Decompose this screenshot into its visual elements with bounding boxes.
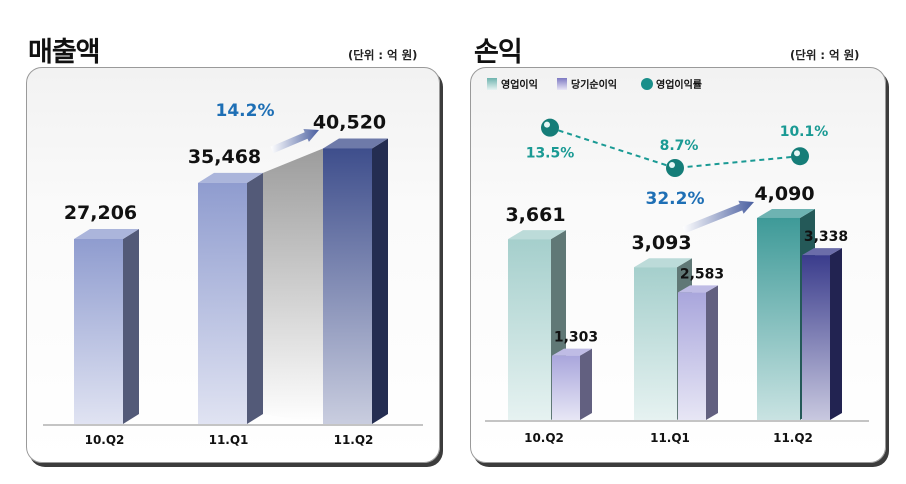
profit-x-tick: 11.Q1 — [650, 431, 690, 445]
operating-margin-point — [791, 147, 809, 166]
revenue-bar — [323, 138, 388, 424]
revenue-value-label: 40,520 — [313, 111, 386, 133]
revenue-value-label: 27,206 — [64, 202, 137, 224]
net-income-label: 3,338 — [804, 229, 848, 245]
legend-swatch-operating-profit — [487, 78, 497, 90]
operating-margin-point — [666, 159, 684, 177]
profit-panel: 영업이익 당기순이익 영업이익률 3,661 3,093 4,090 1,303 2,583 3… — [470, 67, 886, 463]
revenue-x-tick: 11.Q2 — [334, 433, 374, 447]
net-income-label: 2,583 — [680, 266, 724, 282]
legend-label-operating-profit: 영업이익 — [501, 78, 538, 91]
revenue-x-tick: 11.Q1 — [209, 433, 249, 447]
operating-profit-label: 3,093 — [631, 232, 691, 254]
profit-x-tick: 10.Q2 — [524, 431, 564, 445]
profit-unit: (단위 : 억 원) — [790, 48, 860, 62]
legend-marker-operating-margin — [641, 78, 653, 90]
growth-band — [263, 148, 323, 424]
operating-profit-label: 3,661 — [505, 204, 565, 226]
revenue-bar — [198, 172, 263, 424]
revenue-growth-label: 14.2% — [216, 101, 275, 121]
growth-arrow — [682, 200, 754, 234]
operating-profit-bar — [508, 230, 566, 420]
revenue-bar — [74, 228, 139, 424]
legend-label-net-income: 당기순이익 — [571, 78, 617, 91]
operating-profit-label: 4,090 — [754, 183, 814, 205]
legend-swatch-net-income — [557, 78, 567, 90]
net-income-bar — [802, 248, 842, 420]
revenue-title: 매출액 — [28, 37, 101, 68]
profit-chart: 영업이익 당기순이익 영업이익률 3,661 3,093 4,090 1,303 2,583 3… — [485, 78, 869, 445]
operating-margin-label: 10.1% — [780, 124, 829, 140]
net-income-bar — [678, 285, 718, 420]
revenue-value-label: 35,468 — [188, 146, 261, 168]
legend-label-operating-margin: 영업이익률 — [656, 78, 702, 91]
revenue-chart: 27,206 35,468 40,520 10.Q2 11.Q1 11.Q2 14.2% — [43, 101, 423, 447]
operating-margin-point — [541, 118, 559, 137]
legend: 영업이익 당기순이익 영업이익률 — [487, 78, 702, 91]
growth-arrow — [270, 129, 319, 154]
profit-x-tick: 11.Q2 — [773, 431, 813, 445]
revenue-panel: 27,206 35,468 40,520 10.Q2 11.Q1 11.Q2 14.2% — [26, 67, 440, 463]
operating-margin-label: 13.5% — [526, 146, 575, 162]
profit-growth-label: 32.2% — [646, 189, 705, 209]
net-income-bar — [552, 348, 592, 420]
profit-title: 손익 — [474, 37, 523, 68]
revenue-x-tick: 10.Q2 — [85, 433, 125, 447]
net-income-label: 1,303 — [554, 330, 598, 346]
operating-margin-label: 8.7% — [660, 138, 699, 154]
revenue-unit: (단위 : 억 원) — [348, 48, 418, 62]
